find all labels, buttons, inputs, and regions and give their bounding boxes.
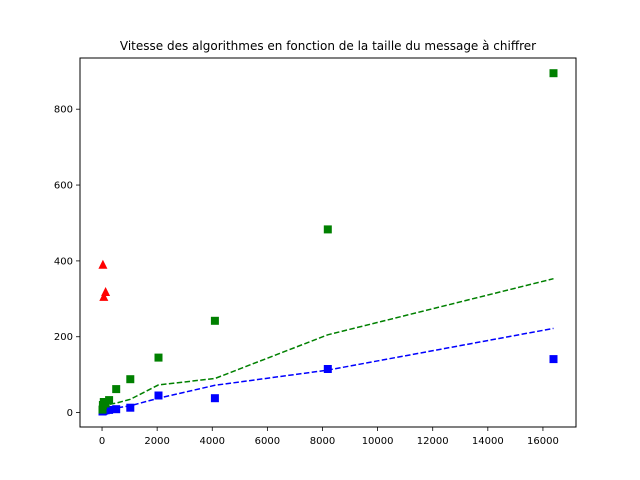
y-tick-label: 800 xyxy=(54,105,73,116)
series-1-point xyxy=(105,396,114,405)
x-tick-label: 6000 xyxy=(255,436,280,447)
series-1-point xyxy=(154,353,163,362)
series-1-point xyxy=(112,385,121,394)
series-2-point xyxy=(99,291,109,301)
x-tick-label: 4000 xyxy=(200,436,225,447)
series-1-point xyxy=(323,225,332,234)
x-tick-label: 8000 xyxy=(310,436,335,447)
y-axis: 0 200 400 600 800 xyxy=(54,105,80,419)
series-1-point xyxy=(98,405,107,414)
series-0-point xyxy=(126,403,135,412)
series-0-point xyxy=(105,405,114,414)
series-2-point xyxy=(101,287,111,296)
x-tick-label: 16000 xyxy=(527,436,559,447)
series-1-point xyxy=(126,375,135,384)
axes-frame xyxy=(79,57,577,428)
series-0-point xyxy=(210,394,219,403)
series-0-point xyxy=(112,405,121,414)
series-1-point xyxy=(549,69,558,78)
x-axis: 0 2000 4000 6000 8000 10000 12000 14000 16000 xyxy=(99,427,559,447)
y-tick-label: 0 xyxy=(67,408,73,419)
x-tick-label: 10000 xyxy=(362,436,394,447)
y-tick-label: 400 xyxy=(54,256,73,267)
x-tick-label: 14000 xyxy=(472,436,504,447)
series-0-point xyxy=(549,355,558,364)
x-tick-label: 2000 xyxy=(144,436,169,447)
series-1-point xyxy=(210,316,219,325)
x-tick-label: 12000 xyxy=(417,436,449,447)
x-tick-label: 0 xyxy=(99,436,105,447)
plot-area xyxy=(98,69,558,416)
y-tick-label: 200 xyxy=(54,332,73,343)
series-2-point xyxy=(98,259,108,269)
series-0-point xyxy=(323,365,332,373)
series-0-point xyxy=(154,391,163,400)
y-tick-label: 600 xyxy=(54,181,73,192)
chart-title: Vitesse des algorithmes en fonction de l… xyxy=(120,39,536,53)
